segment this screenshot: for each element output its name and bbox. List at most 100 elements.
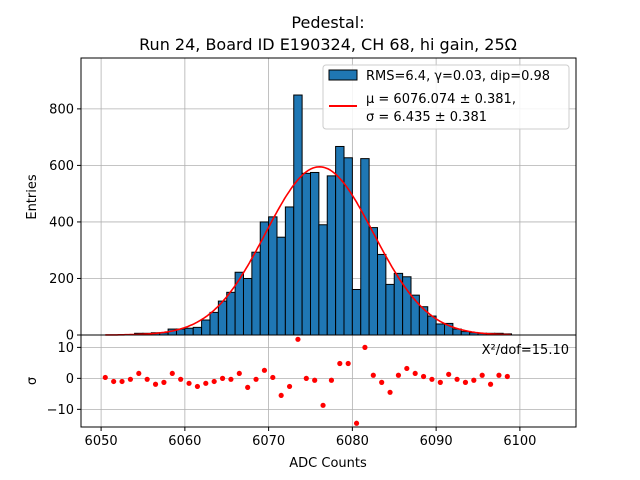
y-tick-label: 600	[49, 159, 74, 174]
residual-point	[136, 370, 142, 377]
y-tick-label: 200	[49, 272, 74, 287]
residual-point	[169, 370, 175, 377]
residual-point	[219, 375, 226, 381]
residual-point	[496, 372, 502, 378]
bottom-axes-frame	[80, 334, 577, 428]
residual-point	[487, 381, 494, 387]
histogram-bar	[217, 300, 228, 336]
x-ticks: 6050 6060 6070 6080 6090 6100	[85, 427, 536, 449]
y-tick-label: 0	[66, 372, 74, 387]
residual-point	[261, 367, 268, 373]
residual-point	[253, 376, 259, 382]
histogram-bar	[184, 327, 194, 336]
residual-point	[345, 360, 351, 367]
residual-point	[404, 365, 410, 372]
y-tick-label: 400	[49, 215, 74, 230]
residual-point	[429, 376, 435, 382]
residual-point	[328, 377, 335, 383]
residual-point	[186, 380, 192, 386]
residual-point	[504, 373, 510, 380]
residual-point	[161, 379, 167, 385]
residual-point	[178, 376, 184, 382]
residual-point	[236, 370, 242, 377]
x-axis-label: ADC Counts	[289, 456, 367, 471]
histogram-bar	[301, 172, 311, 336]
histogram-bars	[134, 94, 513, 336]
residual-point	[278, 392, 284, 399]
residual-point	[462, 379, 469, 385]
histogram-bar	[293, 94, 303, 336]
legend-box	[322, 64, 570, 130]
residual-point	[270, 374, 276, 381]
residual-point	[303, 375, 309, 381]
histogram-bar	[351, 288, 362, 336]
residual-point	[446, 371, 452, 377]
y-tick-label: 0	[66, 329, 74, 344]
residual-point	[203, 380, 209, 386]
histogram-bar	[284, 206, 295, 336]
residual-point	[295, 336, 301, 342]
x-tick-label: 6080	[336, 434, 369, 449]
residual-point	[471, 377, 477, 383]
histogram-bar	[209, 311, 219, 336]
legend-label-fit-mu: μ = 6076.074 ± 0.381,	[366, 92, 516, 107]
histogram-bar	[251, 251, 261, 336]
residual-point	[353, 420, 360, 426]
histogram-bar	[226, 291, 236, 336]
legend-label-histogram: RMS=6.4, γ=0.03, dip=0.98	[366, 69, 550, 84]
y-tick-label: −10	[47, 403, 74, 418]
residual-point	[479, 372, 485, 378]
histogram-bar	[360, 158, 370, 336]
legend-patch-histogram	[328, 69, 358, 81]
gaussian-fit-line	[105, 165, 511, 336]
x-tick-label: 6100	[503, 434, 536, 449]
residual-point	[362, 344, 368, 350]
residual-point	[320, 402, 326, 408]
residual-point	[194, 383, 201, 390]
residual-point	[144, 376, 150, 382]
residual-point	[119, 378, 125, 385]
histogram-bar	[192, 326, 203, 336]
residual-point	[228, 376, 234, 382]
histogram-bar	[376, 253, 387, 336]
x-tick-label: 6050	[85, 434, 118, 449]
residual-points	[102, 336, 510, 426]
residual-point	[102, 374, 108, 381]
histogram-bar	[242, 277, 253, 336]
chart-title-line1: Pedestal:	[291, 13, 364, 32]
histogram-bar	[435, 323, 446, 336]
residual-point	[454, 376, 460, 382]
histogram-bar	[385, 283, 395, 336]
residual-point	[337, 360, 343, 367]
residual-point	[152, 381, 159, 387]
x-tick-label: 6070	[252, 434, 285, 449]
residual-point	[379, 379, 385, 385]
top-y-label: Entries	[25, 174, 40, 220]
residual-point	[437, 379, 443, 385]
y-tick-label: 800	[49, 102, 74, 117]
histogram-bar	[309, 171, 320, 336]
y-tick-label: 10	[57, 341, 74, 356]
residual-point	[370, 372, 376, 378]
bottom-y-label: σ	[25, 377, 40, 385]
residual-point	[111, 378, 117, 385]
residual-point	[286, 383, 293, 390]
residual-point	[127, 376, 134, 382]
bottom-grid	[81, 335, 576, 427]
bottom-y-ticks: 10 0 −10	[47, 341, 81, 418]
legend: RMS=6.4, γ=0.03, dip=0.98 μ = 6076.074 ±…	[322, 64, 570, 130]
histogram-bar	[201, 319, 211, 336]
residual-point	[312, 377, 318, 383]
histogram-bar	[318, 224, 328, 336]
residual-point	[395, 372, 402, 378]
chart-title-line2: Run 24, Board ID E190324, CH 68, hi gain…	[139, 35, 517, 54]
histogram-bar	[268, 216, 278, 336]
histogram-bar	[326, 175, 337, 336]
residual-point	[412, 370, 418, 377]
histogram-bar	[259, 221, 270, 336]
histogram-bar	[368, 227, 378, 336]
residual-point	[420, 373, 427, 380]
x-tick-label: 6090	[420, 434, 453, 449]
residual-point	[245, 384, 251, 390]
